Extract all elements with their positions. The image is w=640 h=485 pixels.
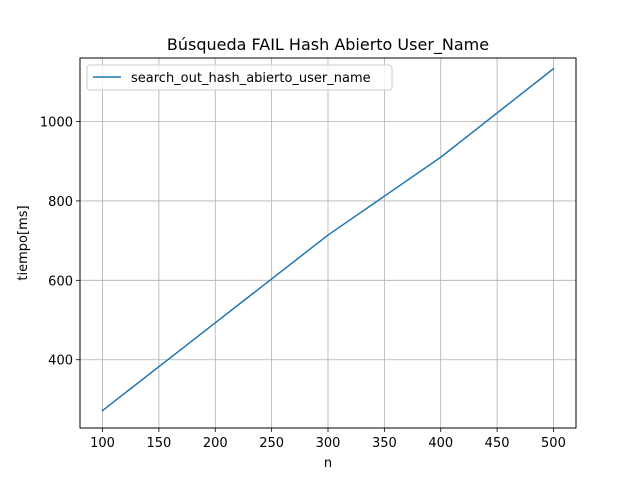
x-tick-label-4: 300 [316,436,341,451]
y-tick-label-0: 400 [48,354,73,369]
data-point-0-2 [327,234,329,236]
x-tick-label-7: 450 [485,436,510,451]
y-axis-label: tiempo[ms] [16,205,31,280]
x-tick-label-8: 500 [541,436,566,451]
chart-title: Búsqueda FAIL Hash Abierto User_Name [167,35,489,55]
y-tick-label-1: 600 [48,274,73,289]
ticks: 100 150 200 250 300 350 400 450 500 400 600 800 1000 [40,116,566,451]
legend-label: search_out_hash_abierto_user_name [131,71,371,86]
x-tick-label-1: 150 [146,436,171,451]
legend-box [86,64,393,91]
data-point-0-4 [552,67,555,70]
x-tick-label-2: 200 [203,436,228,451]
x-tick-label-6: 400 [428,436,453,451]
x-axis-label: n [324,456,332,471]
grid [80,58,576,428]
x-tick-label-0: 100 [90,436,115,451]
x-tick-label-5: 350 [372,436,397,451]
legend: search_out_hash_abierto_user_name [86,64,393,91]
series-layer [101,67,555,412]
y-tick-label-3: 1000 [40,116,73,131]
y-tick-label-2: 800 [48,195,73,210]
data-point-0-3 [439,156,442,158]
x-tick-label-3: 250 [259,436,284,451]
data-point-0-1 [214,322,217,324]
data-point-0-0 [101,409,104,412]
